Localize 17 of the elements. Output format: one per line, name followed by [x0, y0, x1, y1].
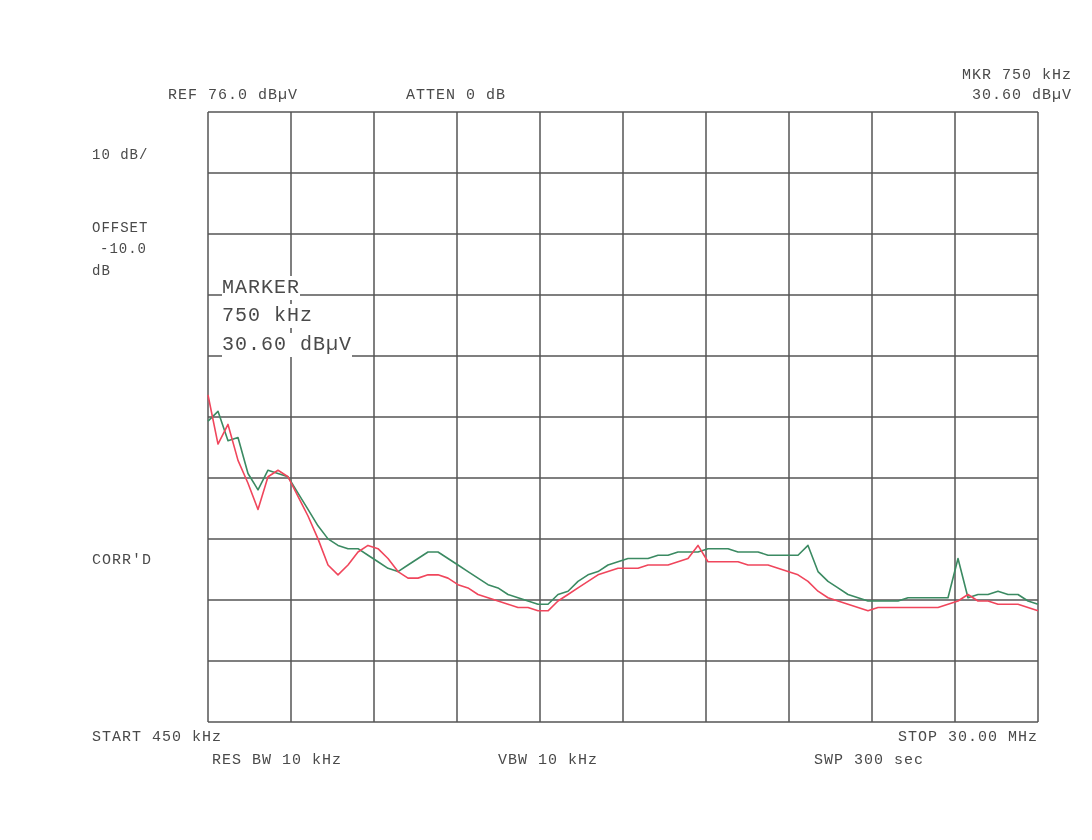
- text: 750 kHz: [222, 304, 314, 328]
- text: START 450 kHz: [92, 729, 223, 747]
- text: CORR'D: [92, 552, 153, 570]
- text: 10 dB/: [92, 147, 149, 164]
- text: 30.60 dBµV: [222, 333, 353, 357]
- text: SWP 300 sec: [814, 752, 925, 770]
- text: VBW 10 kHz: [498, 752, 599, 770]
- text: -10.0: [100, 241, 148, 258]
- text: dB: [92, 263, 111, 280]
- text: ATTEN 0 dB: [406, 87, 507, 105]
- text: MKR 750 kHz: [961, 67, 1072, 85]
- text: 30.60 dBµV: [971, 87, 1072, 105]
- text: OFFSET: [92, 220, 149, 237]
- text: MARKER: [222, 276, 301, 300]
- text: STOP 30.00 MHz: [897, 729, 1038, 747]
- text: REF 76.0 dBµV: [168, 87, 299, 105]
- text: RES BW 10 kHz: [212, 752, 343, 770]
